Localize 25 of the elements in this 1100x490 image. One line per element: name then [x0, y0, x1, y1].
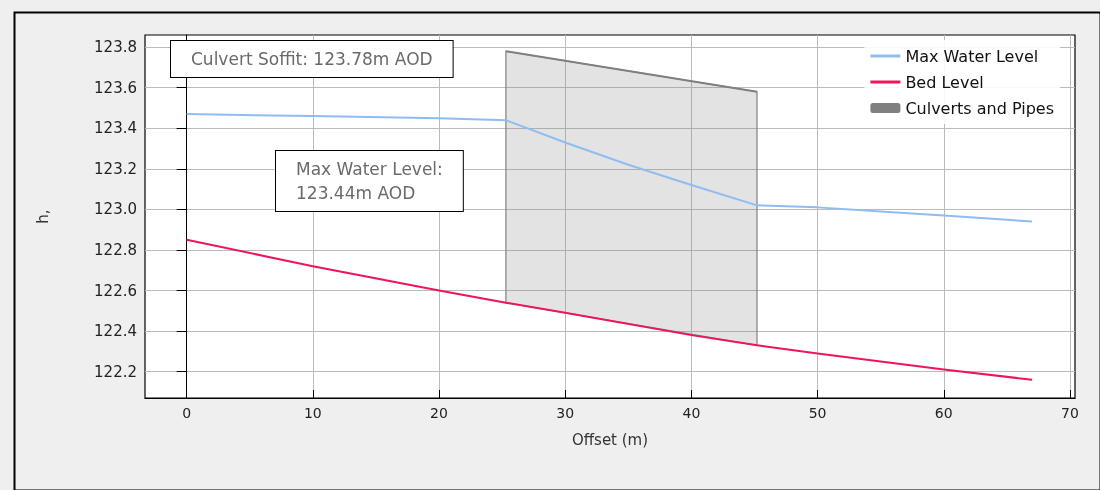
- x-tick-label: 0: [182, 405, 192, 421]
- y-tick-label: 123.4: [94, 119, 137, 138]
- annotation: Culvert Soffit: 123.78m AOD: [191, 49, 433, 69]
- line-series: [185, 238, 1034, 381]
- x-tick-label: 60: [934, 405, 953, 421]
- x-tick-label: 30: [556, 405, 575, 421]
- x-tick-label: 20: [430, 405, 448, 421]
- y-tick-label: 123.6: [94, 78, 137, 97]
- y-tick-label: 122.4: [94, 322, 137, 341]
- x-tick-label: 10: [303, 405, 322, 421]
- y-tick-label: 122.8: [94, 240, 137, 259]
- x-tick-label: 40: [682, 405, 701, 421]
- x-tick-label: 50: [808, 405, 827, 421]
- annotation: Max Water Level: 123.44m AOD: [296, 159, 443, 203]
- y-axis-title: h,: [33, 209, 52, 224]
- y-tick-label: 123.0: [94, 200, 137, 219]
- legend-label: Culverts and Pipes: [905, 98, 1054, 118]
- y-tick-label: 122.6: [94, 281, 137, 300]
- y-tick-label: 123.8: [94, 38, 137, 57]
- x-axis-title: Offset (m): [571, 430, 649, 449]
- y-tick-label: 123.2: [94, 159, 137, 178]
- x-tick-label: 70: [1061, 405, 1079, 421]
- legend-label: Bed Level: [905, 72, 984, 92]
- legend-label: Max Water Level: [905, 46, 1039, 66]
- y-tick-label: 122.2: [94, 362, 137, 381]
